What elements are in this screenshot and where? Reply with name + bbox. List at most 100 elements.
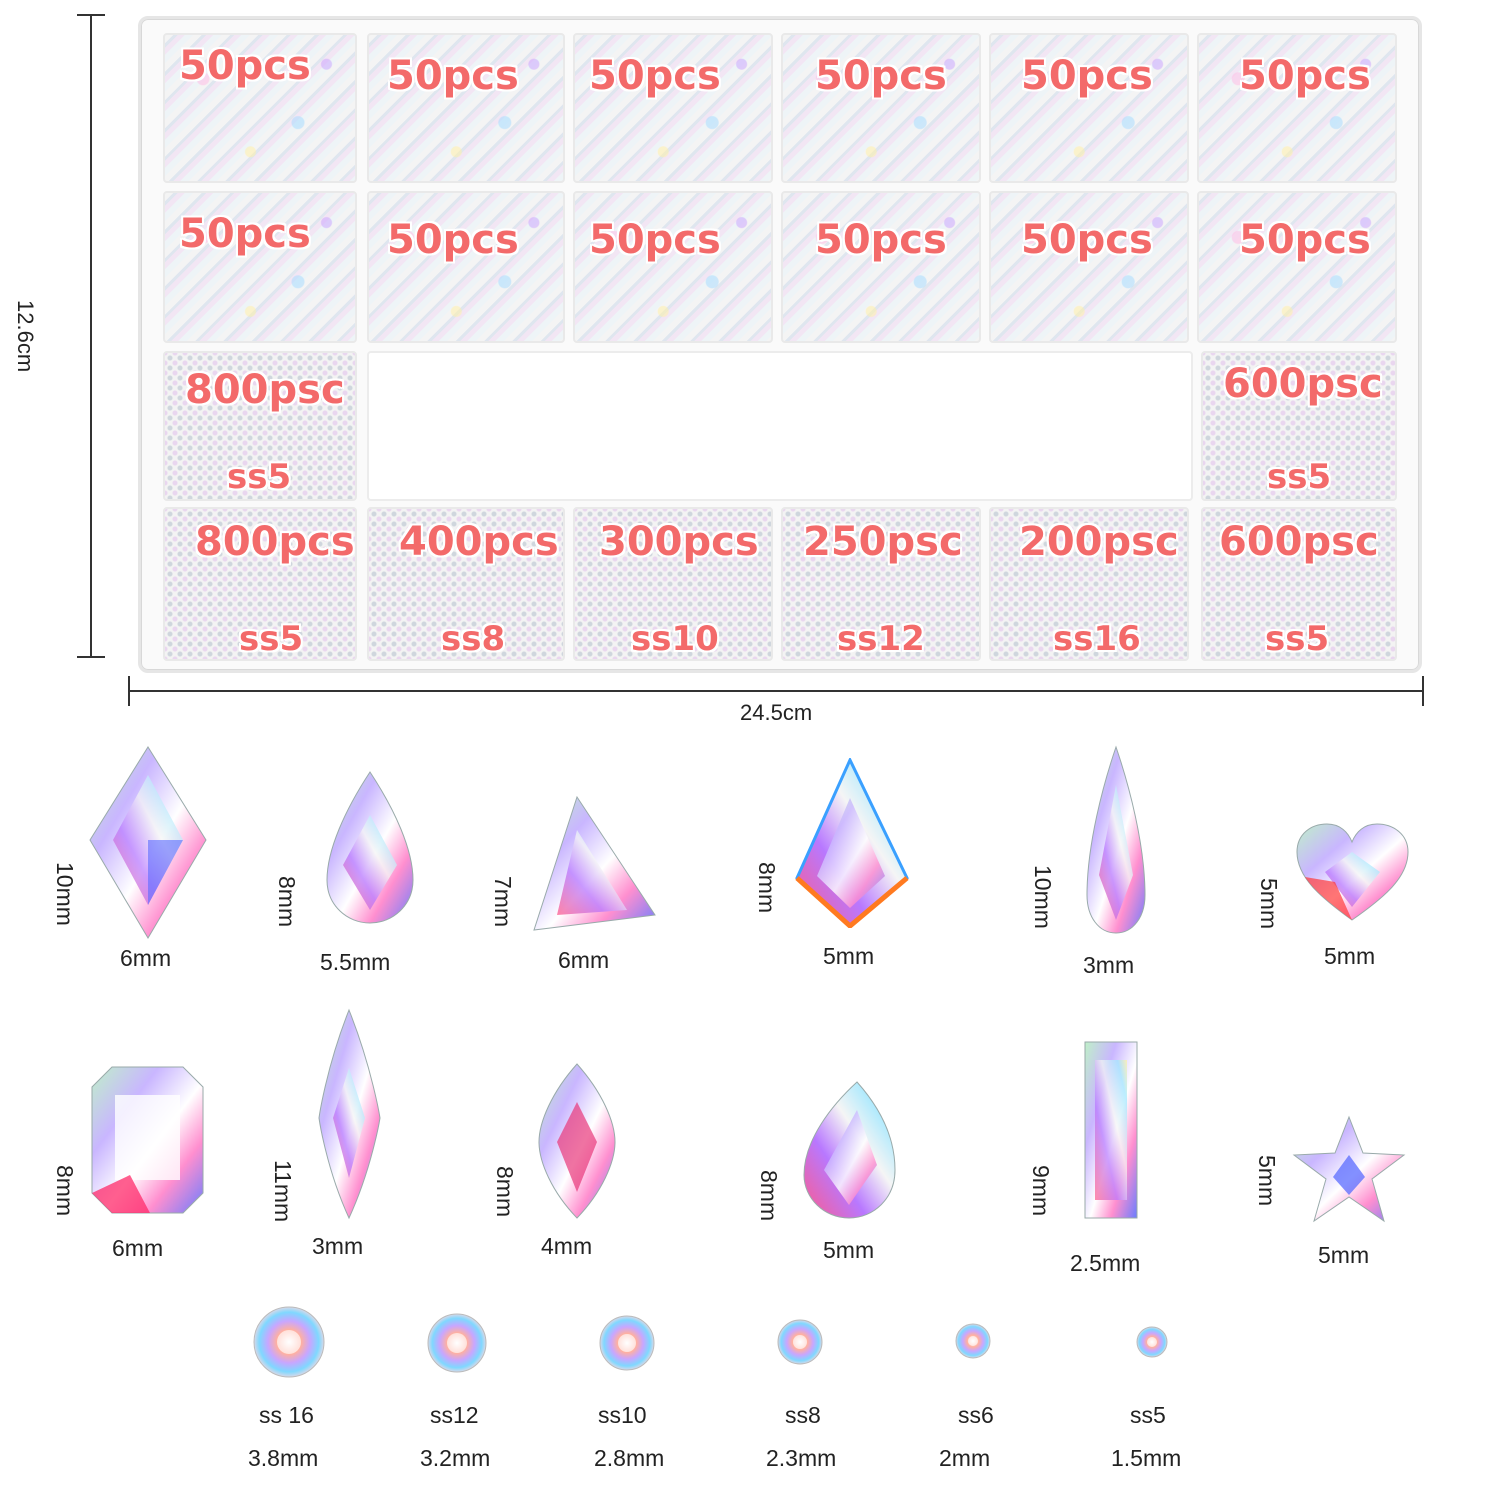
compartment-count: 50pcs: [179, 211, 311, 257]
compartment-r4-c4: 250psc ss12: [781, 507, 981, 661]
compartment-stone-size: ss5: [1267, 457, 1332, 497]
compartment-count: 50pcs: [589, 53, 721, 99]
gem-width-label: 3mm: [1083, 952, 1135, 978]
compartment-count: 300pcs: [599, 519, 759, 565]
compartment-r2-c2: 50pcs: [367, 191, 565, 343]
gem-height-label: 11mm: [270, 1160, 296, 1223]
gem-width-label: 5mm: [1318, 1242, 1370, 1268]
width-dimension-line: [128, 690, 1424, 692]
round-stone-size-label: ss5: [1130, 1402, 1166, 1428]
compartment-r2-c5: 50pcs: [989, 191, 1189, 343]
compartment-count: 600psc: [1223, 361, 1383, 407]
gem-width-label: 4mm: [541, 1233, 593, 1259]
gem-height-label: 8mm: [756, 1170, 782, 1222]
horse-eye-gem-icon: [538, 1063, 616, 1219]
star-gem-icon: [1292, 1115, 1406, 1223]
gem-height-label: 9mm: [1028, 1165, 1054, 1217]
compartment-r2-c1: 50pcs: [163, 191, 357, 343]
compartment-r1-c6: 50pcs: [1197, 33, 1397, 183]
compartment-r2-c6: 50pcs: [1197, 191, 1397, 343]
compartment-count: 400pcs: [399, 519, 559, 565]
compartment-count: 600psc: [1219, 519, 1379, 565]
compartment-count: 50pcs: [1021, 53, 1153, 99]
kite-gem-icon: [795, 758, 909, 928]
flame-gem-icon: [803, 1081, 896, 1219]
round-stone-ss10-icon: [599, 1315, 655, 1371]
compartment-count: 800psc: [185, 367, 345, 413]
triangle-gem-icon: [533, 795, 656, 931]
round-stone-size-label: ss10: [598, 1402, 647, 1428]
compartment-count: 50pcs: [387, 53, 519, 99]
gem-height-label: 8mm: [274, 876, 300, 928]
compartment-stone-size: ss8: [441, 619, 506, 659]
compartment-r2-c3: 50pcs: [573, 191, 773, 343]
width-dimension-cap-left: [128, 676, 130, 706]
compartment-r4-c3: 300pcs ss10: [573, 507, 773, 661]
compartment-stone-size: ss16: [1053, 619, 1141, 659]
gem-width-label: 5mm: [823, 943, 875, 969]
round-stone-ss12-icon: [427, 1313, 487, 1373]
round-stone-ss8-icon: [777, 1319, 823, 1365]
gem-width-label: 6mm: [112, 1235, 164, 1261]
compartment-count: 50pcs: [179, 43, 311, 89]
round-stone-size-label: ss6: [958, 1402, 994, 1428]
heart-gem-icon: [1296, 823, 1409, 921]
compartment-count: 250psc: [803, 519, 963, 565]
gem-width-label: 6mm: [120, 945, 172, 971]
compartment-count: 50pcs: [815, 53, 947, 99]
compartment-count: 50pcs: [1021, 217, 1153, 263]
height-dimension-cap-bottom: [77, 656, 105, 658]
round-stone-ss6-icon: [955, 1323, 991, 1359]
gem-height-label: 10mm: [52, 862, 78, 926]
compartment-r1-c4: 50pcs: [781, 33, 981, 183]
width-dimension-cap-right: [1422, 676, 1424, 706]
round-stone-mm-label: 2.8mm: [594, 1445, 665, 1471]
compartment-r3-empty: [367, 351, 1193, 501]
rhinestone-storage-case: 50pcs 50pcs 50pcs 50pcs 50pcs 50pcs 50pc…: [138, 16, 1422, 673]
width-dimension-label: 24.5cm: [740, 700, 813, 725]
baguette-gem-icon: [1084, 1041, 1138, 1219]
compartment-count: 50pcs: [589, 217, 721, 263]
height-dimension-label: 12.6cm: [13, 300, 38, 373]
rhombus-gem-icon: [89, 746, 207, 939]
round-stone-mm-label: 3.2mm: [420, 1445, 491, 1471]
gem-width-label: 5.5mm: [320, 949, 391, 975]
gem-width-label: 5mm: [1324, 943, 1376, 969]
gem-width-label: 3mm: [312, 1233, 364, 1259]
height-dimension-cap-top: [77, 14, 105, 16]
compartment-r1-c2: 50pcs: [367, 33, 565, 183]
compartment-r3-right: 600psc ss5: [1201, 351, 1397, 501]
compartment-stone-size: ss12: [837, 619, 925, 659]
gem-width-label: 2.5mm: [1070, 1250, 1141, 1276]
round-stone-mm-label: 3.8mm: [248, 1445, 319, 1471]
round-stone-size-label: ss 16: [259, 1402, 314, 1428]
compartment-count: 800pcs: [195, 519, 355, 565]
round-stone-size-label: ss8: [785, 1402, 821, 1428]
round-stone-ss5-icon: [1136, 1326, 1168, 1358]
compartment-r4-c6: 600psc ss5: [1201, 507, 1397, 661]
compartment-stone-size: ss5: [239, 619, 304, 659]
compartment-r4-c5: 200psc ss16: [989, 507, 1189, 661]
gem-height-label: 10mm: [1030, 865, 1056, 929]
round-stone-ss16-icon: [253, 1306, 325, 1378]
navette-gem-icon: [318, 1008, 381, 1220]
round-stone-mm-label: 2mm: [939, 1445, 991, 1471]
round-stone-size-label: ss12: [430, 1402, 479, 1428]
gem-width-label: 5mm: [823, 1237, 875, 1263]
gem-height-label: 8mm: [492, 1166, 518, 1218]
compartment-count: 50pcs: [387, 217, 519, 263]
compartment-count: 50pcs: [1239, 217, 1371, 263]
gem-width-label: 6mm: [558, 947, 610, 973]
gem-height-label: 7mm: [490, 876, 516, 928]
compartment-count: 50pcs: [1239, 53, 1371, 99]
octagon-gem-icon: [91, 1066, 204, 1214]
raindrop-gem-icon: [1086, 745, 1146, 934]
compartment-r1-c3: 50pcs: [573, 33, 773, 183]
compartment-count: 200psc: [1019, 519, 1179, 565]
height-dimension-line: [90, 14, 92, 657]
compartment-r4-c2: 400pcs ss8: [367, 507, 565, 661]
gem-height-label: 8mm: [754, 862, 780, 914]
round-stone-mm-label: 2.3mm: [766, 1445, 837, 1471]
compartment-r1-c1: 50pcs: [163, 33, 357, 183]
round-stone-mm-label: 1.5mm: [1111, 1445, 1182, 1471]
